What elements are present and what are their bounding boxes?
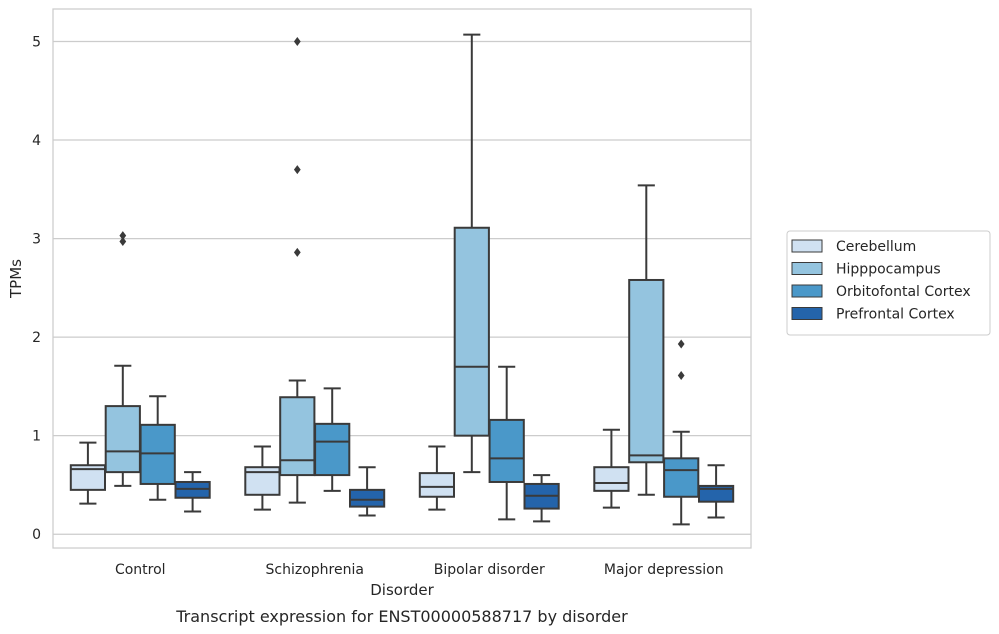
box bbox=[348, 488, 386, 508]
y-tick-label: 1 bbox=[32, 429, 41, 445]
box-plots bbox=[69, 33, 735, 526]
legend-swatch bbox=[791, 262, 823, 275]
box-hipppocampus bbox=[453, 33, 490, 474]
box-cerebellum bbox=[593, 428, 630, 509]
box bbox=[488, 418, 525, 483]
legend-frame bbox=[786, 230, 991, 336]
y-tick-label: 4 bbox=[32, 133, 41, 149]
y-tick-label: 5 bbox=[32, 35, 41, 51]
box-orbitofontal-cortex bbox=[488, 365, 525, 521]
outlier-point bbox=[677, 371, 685, 381]
y-axis-label: TPMs bbox=[7, 259, 25, 299]
legend-entry-label: Cerebellum bbox=[836, 239, 916, 255]
x-tick-label: Schizophrenia bbox=[266, 562, 364, 578]
box-prefrontal-cortex bbox=[697, 464, 735, 519]
legend-swatch bbox=[791, 307, 823, 320]
legend-entry-label: Prefrontal Cortex bbox=[836, 307, 955, 323]
box-orbitofontal-cortex bbox=[139, 395, 176, 501]
box bbox=[314, 422, 351, 477]
box-hipppocampus bbox=[279, 37, 316, 504]
box bbox=[628, 278, 665, 464]
x-tick-label: Bipolar disorder bbox=[434, 562, 545, 578]
y-tick-label: 2 bbox=[32, 330, 41, 346]
outlier-point bbox=[293, 247, 301, 257]
box-cerebellum bbox=[244, 445, 281, 511]
legend-swatch bbox=[791, 284, 823, 298]
box-orbitofontal-cortex bbox=[663, 339, 700, 526]
x-axis-label: Disorder bbox=[370, 581, 434, 599]
outlier-point bbox=[119, 237, 127, 247]
box-prefrontal-cortex bbox=[523, 474, 560, 523]
legend-entry-label: Orbitofontal Cortex bbox=[836, 284, 971, 300]
box bbox=[279, 396, 316, 477]
outlier-point bbox=[677, 339, 685, 349]
legend-swatch bbox=[791, 239, 823, 253]
box-hipppocampus bbox=[104, 231, 141, 487]
legend: Cerebellum Hipppocampus Orbitofontal Corte… bbox=[786, 230, 991, 336]
box bbox=[453, 226, 490, 437]
box bbox=[104, 405, 141, 474]
box bbox=[593, 466, 630, 492]
y-tick-label: 0 bbox=[32, 527, 41, 543]
figure-caption: Transcript expression for ENST0000058871… bbox=[175, 607, 628, 626]
y-tick-label: 3 bbox=[32, 232, 41, 248]
outlier-point bbox=[293, 165, 301, 175]
box bbox=[663, 457, 700, 498]
plot-frame bbox=[52, 8, 752, 549]
box-prefrontal-cortex bbox=[174, 471, 211, 513]
outlier-point bbox=[293, 37, 301, 47]
x-tick-label: Major depression bbox=[604, 562, 724, 578]
box-prefrontal-cortex bbox=[348, 466, 386, 517]
box-cerebellum bbox=[418, 445, 456, 511]
box-hipppocampus bbox=[628, 184, 665, 496]
x-tick-label: Control bbox=[115, 562, 166, 578]
box-orbitofontal-cortex bbox=[314, 387, 351, 492]
outlier-point bbox=[119, 231, 127, 241]
x-tick-labels: Control Schizophrenia Bipolar disorder Majo… bbox=[115, 562, 724, 578]
box bbox=[418, 472, 456, 498]
legend-entry-label: Hipppocampus bbox=[836, 262, 941, 278]
box-cerebellum bbox=[69, 441, 107, 505]
y-tick-labels: 0 1 2 3 4 5 bbox=[32, 35, 41, 544]
